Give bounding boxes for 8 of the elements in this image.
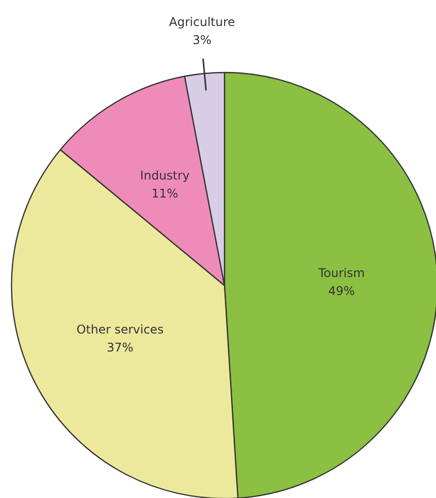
slice-label: Other services bbox=[76, 322, 164, 337]
data-label: 3% bbox=[192, 33, 212, 48]
data-label: 11% bbox=[152, 186, 178, 201]
data-label: 37% bbox=[106, 340, 134, 355]
data-label: 49% bbox=[328, 284, 355, 298]
slice-label: Industry bbox=[140, 168, 190, 183]
slice-label: Agriculture bbox=[169, 14, 236, 29]
slice-label: Tourism bbox=[317, 266, 365, 280]
